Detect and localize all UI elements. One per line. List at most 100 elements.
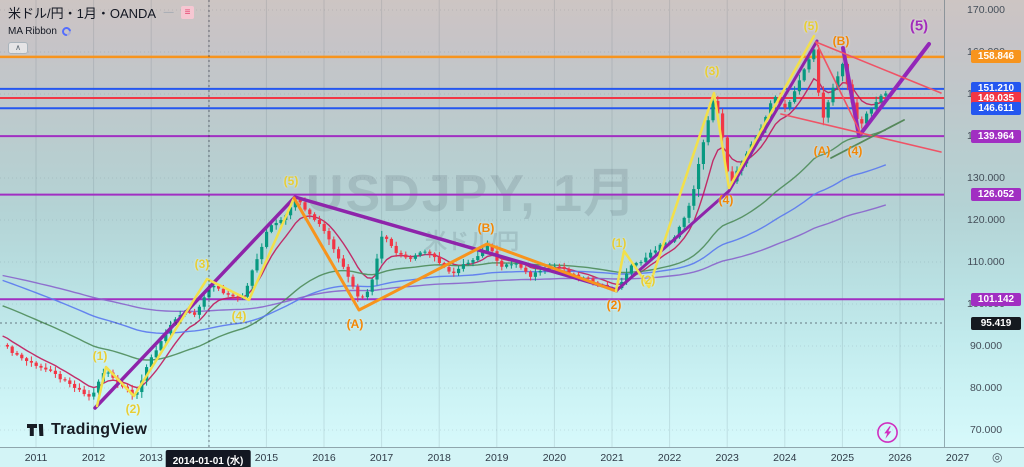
green-support-line[interactable] — [830, 119, 905, 159]
candle — [629, 265, 633, 274]
yellow-wave-12345-2[interactable] — [614, 34, 816, 293]
hide-indicator-icon[interactable]: — — [163, 7, 174, 18]
lightning-mode-button[interactable] — [876, 421, 899, 444]
candle — [653, 250, 657, 253]
orange-correction-ab2[interactable] — [292, 196, 618, 312]
tradingview-logo[interactable]: TradingView — [26, 420, 147, 439]
price-label-139.964: 139.964 — [971, 129, 1021, 143]
candle — [797, 80, 801, 92]
legend-menu-icon[interactable]: ≡ — [181, 6, 195, 19]
wave-label-5[interactable]: (5) — [283, 174, 299, 188]
candle — [456, 268, 461, 274]
red-wedge-left[interactable] — [815, 41, 862, 135]
wave-label-3[interactable]: (3) — [704, 64, 720, 78]
symbol-title[interactable]: 米ドル/円・1月・OANDA — [8, 6, 157, 21]
year-tick-2025: 2025 — [830, 452, 855, 464]
candle — [860, 119, 864, 124]
candle — [533, 272, 537, 277]
candle — [528, 271, 533, 277]
wave-label-B[interactable]: (B) — [832, 34, 850, 48]
go-to-latest-icon[interactable]: ◎ — [992, 450, 1003, 464]
candle — [53, 370, 57, 374]
wave-label-5[interactable]: (5) — [909, 17, 929, 35]
candle — [72, 383, 77, 388]
candle — [696, 163, 701, 190]
candle — [303, 202, 307, 210]
candle — [567, 269, 571, 274]
candle — [231, 294, 235, 297]
candle — [197, 306, 201, 315]
candle — [711, 101, 715, 121]
candle — [855, 102, 859, 120]
wave-label-3[interactable]: (3) — [194, 257, 210, 271]
price-tick-120.000: 120.000 — [967, 214, 1005, 226]
candle — [562, 266, 566, 270]
year-tick-2021: 2021 — [600, 452, 624, 464]
wave-label-4[interactable]: (4) — [847, 144, 863, 158]
chart-canvas[interactable]: USDJPY, 1月 米ドル/円 (1) (2) (3) (4) (5) (A) (B) (2… — [0, 0, 944, 447]
wave-label-5[interactable]: (5) — [803, 19, 819, 33]
candle — [375, 258, 379, 280]
wave-label-4[interactable]: (4) — [231, 309, 247, 323]
wave-label-4[interactable]: (4) — [718, 193, 734, 207]
candle — [404, 254, 408, 258]
candle — [682, 217, 686, 227]
candle — [792, 91, 797, 102]
wave-label-1[interactable]: (1) — [92, 349, 108, 363]
candle — [423, 251, 427, 253]
price-label-149.035: 149.035 — [971, 91, 1021, 105]
candle — [687, 205, 691, 218]
wave-label-2[interactable]: (2) — [640, 273, 656, 287]
candle — [884, 93, 888, 96]
price-label-126.052: 126.052 — [971, 188, 1021, 202]
price-tick-170.000: 170.000 — [967, 4, 1005, 16]
candle — [812, 49, 816, 60]
red-wedge-lower[interactable] — [780, 113, 942, 153]
indicator-ma-ribbon[interactable]: MA Ribbon — [8, 26, 57, 37]
candle — [716, 101, 720, 114]
candle — [202, 297, 206, 307]
candle — [648, 252, 653, 258]
price-tick-70.000: 70.000 — [969, 424, 1003, 436]
candle — [48, 369, 53, 371]
year-tick-2027: 2027 — [945, 452, 970, 464]
candle — [164, 333, 168, 342]
price-plot[interactable] — [0, 0, 944, 447]
candle — [461, 264, 465, 269]
time-axis[interactable]: 2011201220132014201520162017201820192020… — [0, 447, 1024, 467]
price-label-101.142: 101.142 — [971, 292, 1021, 306]
price-axis[interactable] — [944, 0, 1024, 447]
legend-collapse-button[interactable]: ∧ — [8, 42, 28, 54]
candle — [437, 257, 441, 264]
candle — [216, 285, 221, 289]
candle — [341, 258, 345, 267]
candle — [58, 373, 62, 380]
candle — [92, 392, 96, 397]
red-wedge-upper[interactable] — [815, 41, 942, 94]
wave-label-2[interactable]: (2) — [606, 298, 622, 312]
candle — [236, 296, 240, 298]
wave-label-A[interactable]: (A) — [813, 144, 831, 158]
candle — [106, 372, 110, 374]
candle — [221, 288, 225, 294]
candle — [365, 291, 369, 298]
wave-label-1[interactable]: (1) — [611, 236, 627, 250]
lightning-icon — [884, 426, 892, 439]
candle — [490, 245, 494, 252]
candle — [274, 222, 278, 226]
candle — [658, 244, 662, 251]
candle — [351, 276, 355, 287]
candle — [730, 171, 734, 182]
wave-label-A[interactable]: (A) — [346, 317, 364, 331]
candle — [264, 231, 269, 247]
candle — [831, 87, 835, 103]
candle — [149, 357, 153, 368]
purple-impulse-2[interactable] — [615, 39, 819, 292]
price-tick-90.000: 90.000 — [969, 340, 1003, 352]
price-label-158.846: 158.846 — [971, 50, 1021, 64]
candle — [394, 245, 398, 253]
wave-label-2[interactable]: (2) — [125, 402, 141, 416]
wave-label-B[interactable]: (B) — [477, 221, 495, 235]
yellow-wave-12345[interactable] — [95, 196, 296, 408]
purple-projection[interactable] — [841, 42, 931, 138]
